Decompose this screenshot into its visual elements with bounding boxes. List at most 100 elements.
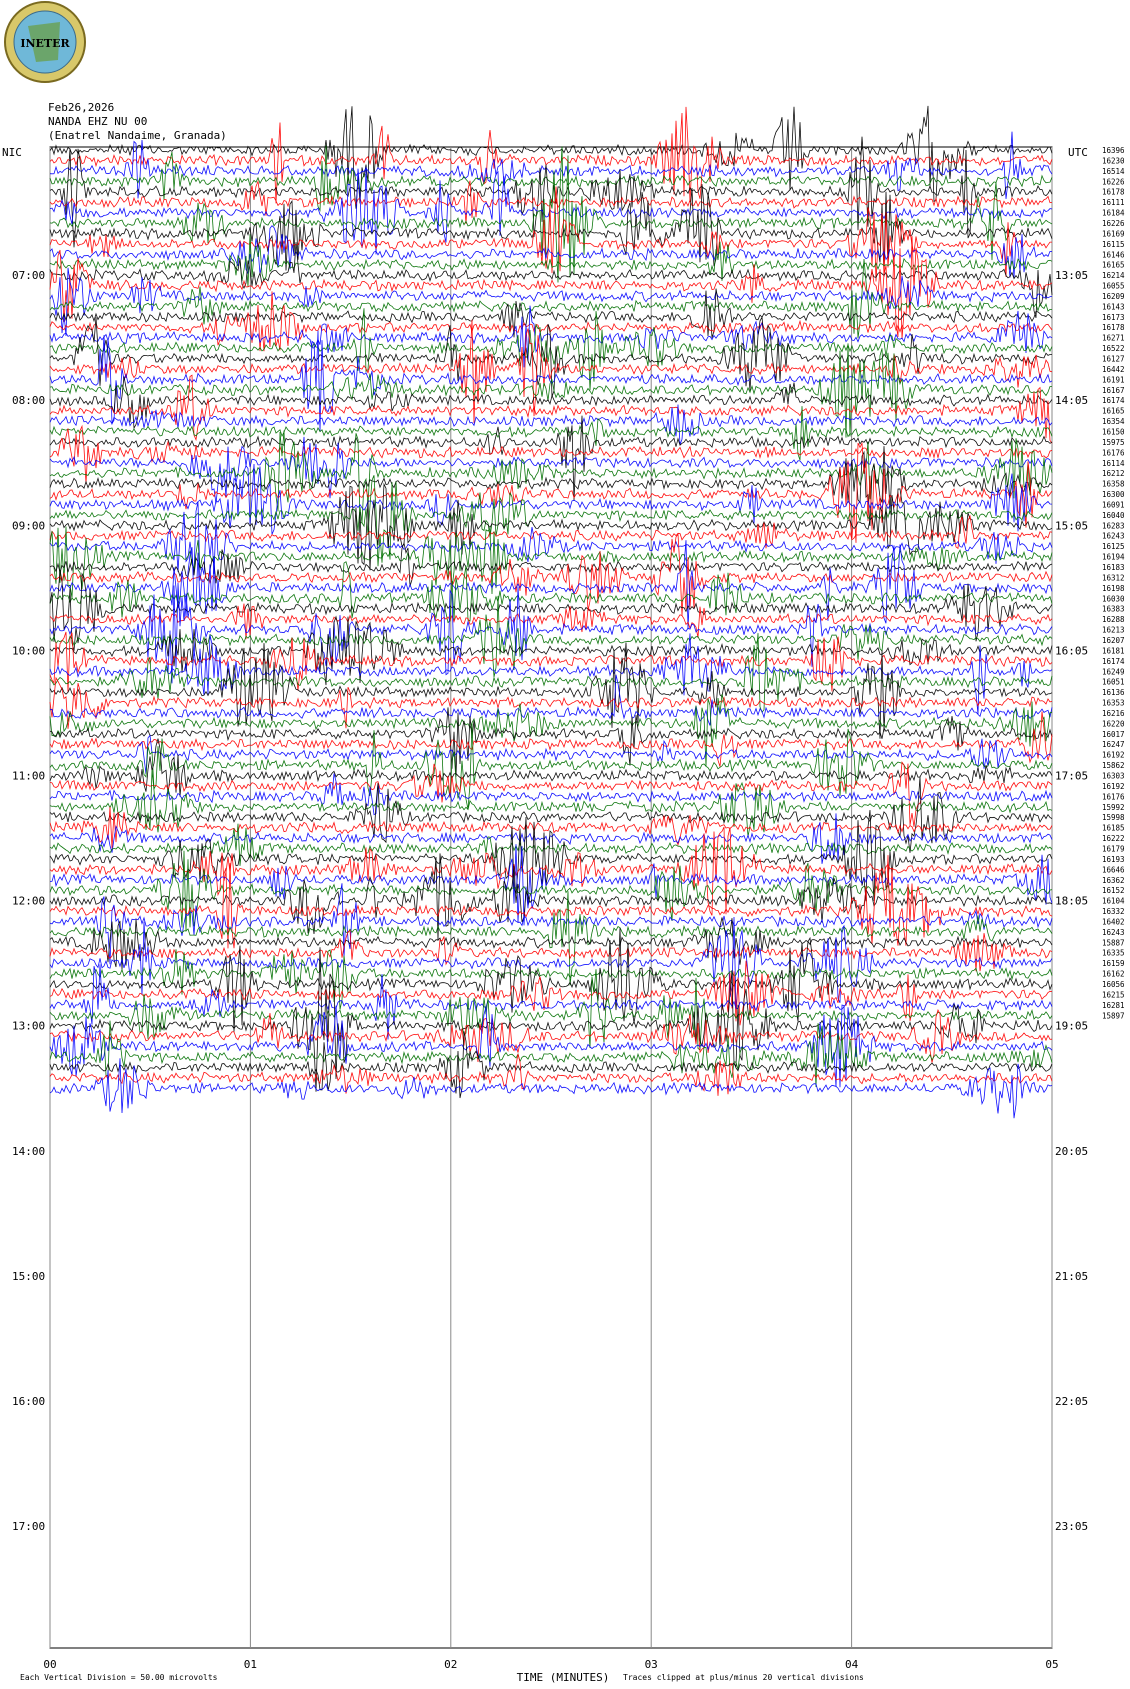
station-label: NANDA EHZ NU 00 xyxy=(48,115,147,128)
line-count-label: 16207 xyxy=(1102,636,1125,645)
line-count-label: 16165 xyxy=(1102,261,1125,270)
line-count-label: 16212 xyxy=(1102,469,1125,478)
trace-line xyxy=(49,288,1053,338)
trace-line xyxy=(49,441,1053,543)
trace-line xyxy=(49,823,1053,866)
trace-line xyxy=(49,855,1053,949)
trace-line xyxy=(49,343,1053,438)
line-count-label: 16226 xyxy=(1102,219,1125,228)
trace-line xyxy=(49,225,1053,278)
x-tick-label: 03 xyxy=(645,1658,658,1671)
trace-line xyxy=(49,916,1053,1010)
line-count-label: 16181 xyxy=(1102,646,1125,655)
left-hour-label: 10:00 xyxy=(12,644,45,657)
trace-line xyxy=(49,850,1053,932)
line-count-label: 16185 xyxy=(1102,824,1125,833)
seismic-traces xyxy=(49,105,1053,1119)
trace-line xyxy=(49,291,1053,352)
right-hour-label: 15:05 xyxy=(1055,519,1088,532)
trace-line xyxy=(49,734,1053,774)
line-count-label: 16402 xyxy=(1102,917,1125,926)
trace-line xyxy=(49,482,1053,571)
line-count-label: 16017 xyxy=(1102,730,1125,739)
line-count-label: 16174 xyxy=(1102,396,1125,405)
scale-note: Each Vertical Division = 50.00 microvolt… xyxy=(20,1673,218,1682)
line-count-label: 16216 xyxy=(1102,709,1125,718)
trace-line xyxy=(49,1009,1053,1063)
line-count-label: 15998 xyxy=(1102,813,1125,822)
line-count-label: 16136 xyxy=(1102,688,1125,697)
trace-line xyxy=(49,1004,1053,1088)
trace-line xyxy=(49,674,1053,726)
left-hour-label: 09:00 xyxy=(12,519,45,532)
line-count-label: 16178 xyxy=(1102,323,1125,332)
line-count-label: 16271 xyxy=(1102,334,1125,343)
trace-line xyxy=(49,1031,1053,1099)
line-count-label: 15897 xyxy=(1102,1011,1125,1020)
line-count-label: 16143 xyxy=(1102,302,1125,311)
line-count-label: 16332 xyxy=(1102,907,1125,916)
right-hour-label: 17:05 xyxy=(1055,770,1088,783)
left-hour-label: 16:00 xyxy=(12,1395,45,1408)
trace-line xyxy=(49,1053,1053,1096)
line-count-label: 16162 xyxy=(1102,970,1125,979)
x-tick-label: 05 xyxy=(1045,1658,1058,1671)
right-hour-labels: 13:05 14:05 15:05 16:05 17:05 18:05 19:05 20:05… xyxy=(1055,269,1088,1533)
line-count-label: 16176 xyxy=(1102,792,1125,801)
line-count-label: 16220 xyxy=(1102,719,1125,728)
line-count-label: 16104 xyxy=(1102,897,1125,906)
line-count-label: 16226 xyxy=(1102,177,1125,186)
trace-line xyxy=(49,813,1053,864)
trace-line xyxy=(49,960,1053,1026)
trace-line xyxy=(49,826,1053,916)
right-hour-label: 19:05 xyxy=(1055,1020,1088,1033)
line-count-label: 16091 xyxy=(1102,500,1125,509)
location-label: (Enatrel Nandaime, Granada) xyxy=(48,129,227,142)
trace-line xyxy=(49,776,1053,853)
line-count-label: 15975 xyxy=(1102,438,1125,447)
line-count-label: 16303 xyxy=(1102,772,1125,781)
line-count-label: 16213 xyxy=(1102,626,1125,635)
line-count-label: 16247 xyxy=(1102,740,1125,749)
trace-line xyxy=(49,131,1053,199)
right-timezone: UTC xyxy=(1068,146,1088,159)
trace-line xyxy=(49,947,1053,1092)
date-label: Feb26,2026 xyxy=(48,101,114,114)
left-hour-label: 14:00 xyxy=(12,1145,45,1158)
line-count-label: 16115 xyxy=(1102,240,1125,249)
line-count-label: 16051 xyxy=(1102,678,1125,687)
trace-line xyxy=(49,917,1053,970)
trace-line xyxy=(49,258,1053,339)
trace-line xyxy=(49,676,1053,729)
line-count-label: 16396 xyxy=(1102,146,1125,155)
trace-line xyxy=(49,642,1053,739)
left-hour-label: 08:00 xyxy=(12,394,45,407)
line-count-label: 16192 xyxy=(1102,782,1125,791)
trace-line xyxy=(49,570,1053,651)
trace-line xyxy=(49,711,1053,767)
trace-line xyxy=(49,773,1053,816)
line-count-label: 16335 xyxy=(1102,949,1125,958)
trace-line xyxy=(49,541,1053,587)
ineter-logo: INETER xyxy=(4,1,86,83)
line-count-label: 16514 xyxy=(1102,167,1125,176)
line-count-label: 16362 xyxy=(1102,876,1125,885)
trace-line xyxy=(49,376,1053,430)
line-count-label: 15992 xyxy=(1102,803,1125,812)
right-hour-label: 22:05 xyxy=(1055,1395,1088,1408)
trace-line xyxy=(49,242,1053,319)
line-count-label: 16191 xyxy=(1102,375,1125,384)
left-hour-label: 13:00 xyxy=(12,1020,45,1033)
trace-line xyxy=(49,236,1053,340)
trace-line xyxy=(50,844,1053,926)
line-count-label: 16193 xyxy=(1102,855,1125,864)
line-count-label: 16111 xyxy=(1102,198,1125,207)
trace-line xyxy=(49,406,1053,461)
trace-line xyxy=(49,633,1053,715)
line-count-label: 16165 xyxy=(1102,407,1125,416)
clip-note: Traces clipped at plus/minus 20 vertical… xyxy=(623,1673,864,1682)
trace-line xyxy=(49,964,1053,1040)
line-count-label: 16174 xyxy=(1102,657,1125,666)
trace-line xyxy=(49,927,1053,1032)
right-hour-label: 14:05 xyxy=(1055,394,1088,407)
